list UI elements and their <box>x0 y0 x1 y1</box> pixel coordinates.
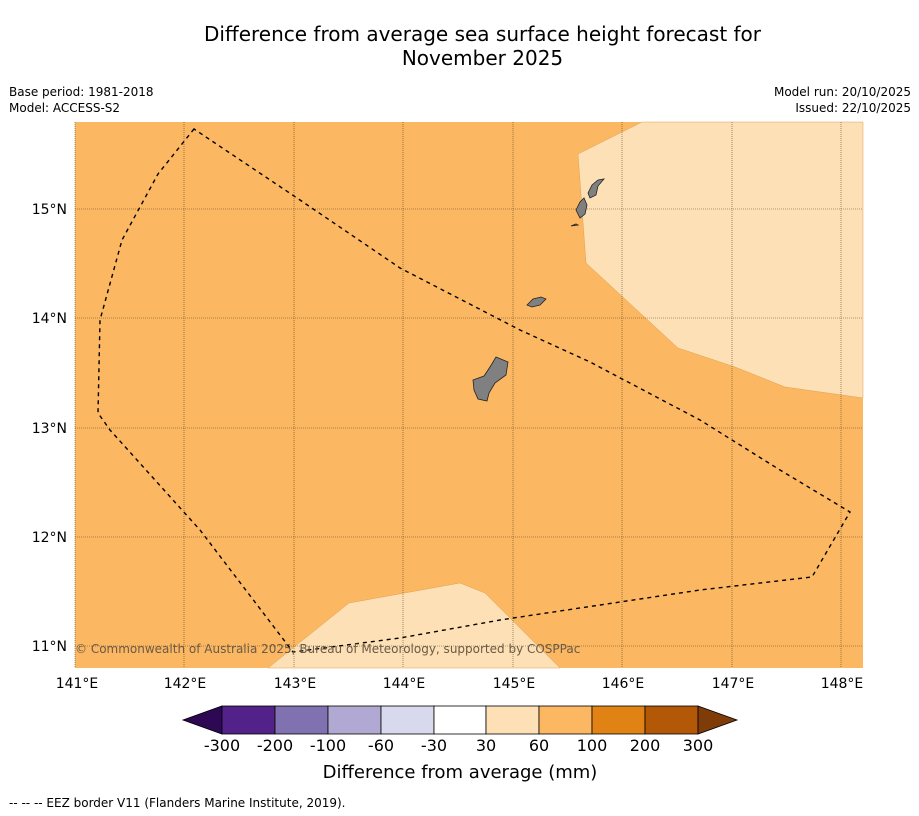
colorbar-extend-low <box>181 705 223 735</box>
colorbar-tick: 300 <box>683 736 714 755</box>
island-guam <box>472 356 509 402</box>
latitude-labels: 15°N 14°N 13°N 12°N 11°N <box>32 202 67 655</box>
colorbar-bin <box>274 705 329 735</box>
island-rota <box>526 296 547 308</box>
colorbar-bin <box>538 705 593 735</box>
lat-label: 12°N <box>32 530 67 546</box>
lat-label: 13°N <box>32 421 67 437</box>
eez-border <box>97 128 851 653</box>
lat-label: 14°N <box>32 311 67 327</box>
lon-label: 144°E <box>383 676 426 692</box>
lon-label: 143°E <box>274 676 317 692</box>
island-saipan <box>587 178 606 199</box>
colorbar-tick: -200 <box>257 736 293 755</box>
island-tinian <box>575 197 588 219</box>
colorbar-tick: 30 <box>476 736 496 755</box>
light-anomaly-region-south <box>267 582 561 669</box>
island-aguijan <box>570 223 580 227</box>
model-run: Model run: 20/10/2025 <box>773 85 911 99</box>
longitude-labels: 141°E 142°E 143°E 144°E 145°E 146°E 147°… <box>56 676 864 692</box>
colorbar-ticks: -300 -200 -100 -60 -30 30 60 100 200 300 <box>204 736 713 755</box>
colorbar-title: Difference from average (mm) <box>323 762 598 783</box>
chart-title: Difference from average sea surface heig… <box>0 22 919 70</box>
model-name: Model: ACCESS-S2 <box>9 101 121 115</box>
colorbar-bin <box>221 705 276 735</box>
title-line-2: November 2025 <box>401 46 564 70</box>
lat-label: 15°N <box>32 202 67 218</box>
lon-label: 145°E <box>493 676 536 692</box>
lon-label: 142°E <box>164 676 207 692</box>
lon-label: 146°E <box>602 676 645 692</box>
colorbar-bin <box>380 705 435 735</box>
colorbar-bin <box>591 705 646 735</box>
eez-legend: -- -- -- EEZ border V11 (Flanders Marine… <box>9 796 346 810</box>
title-line-1: Difference from average sea surface heig… <box>203 22 762 46</box>
meta-right: Model run: 20/10/2025 Issued: 22/10/2025 <box>774 84 911 116</box>
colorbar-tick: -300 <box>204 736 240 755</box>
colorbar-bin <box>327 705 382 735</box>
colorbar-tick: 200 <box>630 736 661 755</box>
colorbar-tick: -60 <box>368 736 394 755</box>
colorbar-tick: -100 <box>310 736 346 755</box>
base-period: Base period: 1981-2018 <box>9 85 154 99</box>
colorbar-tick: -30 <box>421 736 447 755</box>
islands <box>472 178 606 402</box>
colorbar-bin <box>485 705 540 735</box>
map-credit: © Commonwealth of Australia 2025, Bureau… <box>75 642 580 656</box>
lon-label: 141°E <box>56 676 99 692</box>
lon-label: 147°E <box>712 676 755 692</box>
meta-left: Base period: 1981-2018 Model: ACCESS-S2 <box>9 84 154 116</box>
colorbar <box>181 705 739 735</box>
lat-label: 11°N <box>32 639 67 655</box>
colorbar-bin <box>644 705 699 735</box>
lon-label: 148°E <box>821 676 864 692</box>
colorbar-bin <box>433 705 487 735</box>
colorbar-tick: 100 <box>577 736 608 755</box>
colorbar-tick: 60 <box>529 736 549 755</box>
light-anomaly-region-northeast <box>577 121 864 399</box>
gridlines <box>74 122 863 668</box>
colorbar-extend-high <box>697 705 739 735</box>
issued-date: Issued: 22/10/2025 <box>795 101 911 115</box>
